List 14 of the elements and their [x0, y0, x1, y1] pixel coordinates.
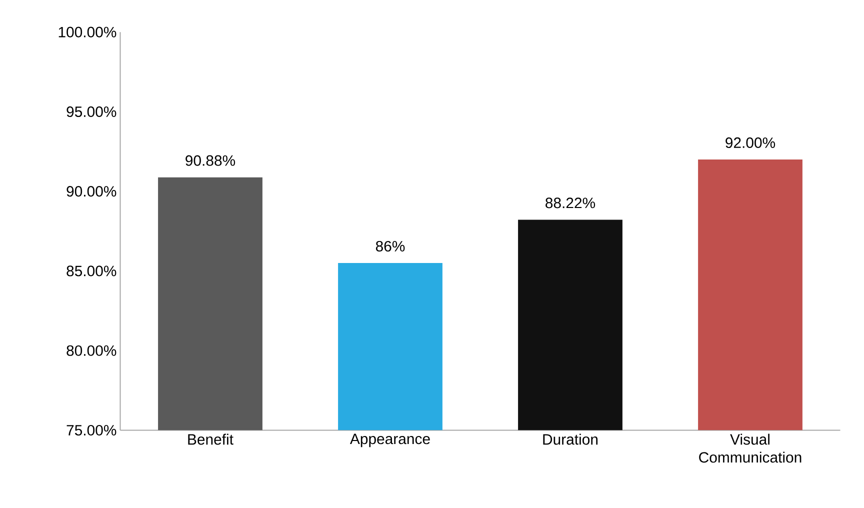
- y-tick-label: 80.00%: [66, 345, 116, 356]
- y-tick-label: 90.00%: [66, 186, 116, 197]
- y-tick-label: 100.00%: [58, 26, 116, 38]
- x-tick-label: Benefit: [188, 434, 234, 445]
- x-tick-label: Appearance: [350, 434, 430, 448]
- x-tick-label: Visual Communication: [699, 434, 802, 463]
- data-label: 92.00%: [726, 137, 776, 148]
- data-label: 86%: [376, 240, 405, 252]
- data-label: 90.88%: [186, 155, 236, 166]
- data-label: 88.22%: [546, 198, 596, 208]
- x-tick-label: Duration: [543, 434, 598, 445]
- y-tick-label: 85.00%: [66, 266, 116, 276]
- y-tick-label: 95.00%: [66, 106, 116, 117]
- y-tick-label: 75.00%: [66, 424, 116, 436]
